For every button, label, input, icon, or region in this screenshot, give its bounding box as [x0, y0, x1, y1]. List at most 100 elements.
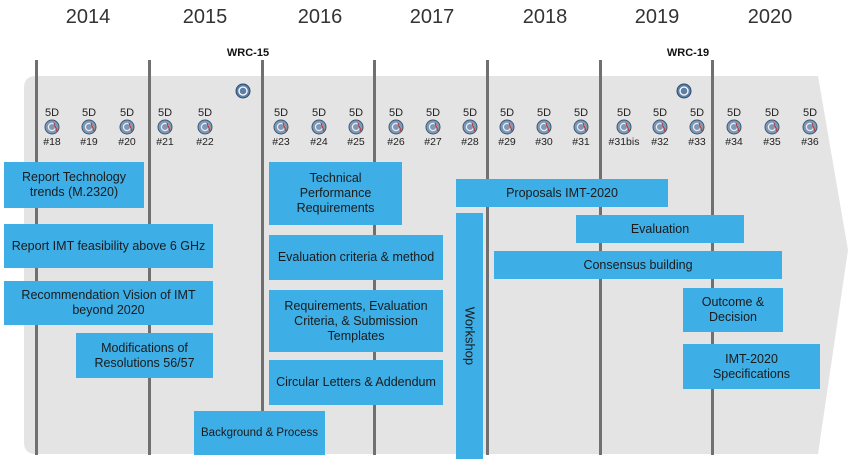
meeting-number: #28	[461, 136, 479, 148]
meeting-number: #27	[424, 136, 442, 148]
meeting-5d: 5D #25	[338, 107, 374, 149]
itu-logo-icon	[81, 119, 97, 135]
meeting-5d: 5D #29	[489, 107, 525, 149]
meeting-5d: 5D #33	[679, 107, 715, 149]
activity-outcome-decision: Outcome & Decision	[683, 288, 783, 332]
meeting-group-label: 5D	[462, 107, 478, 119]
activity-recommendation-vision: Recommendation Vision of IMT beyond 2020	[4, 281, 213, 325]
meeting-5d: 5D #21	[147, 107, 183, 149]
meeting-group-label: 5D	[425, 107, 441, 119]
meeting-5d: 5D #31	[563, 107, 599, 149]
meeting-5d: 5D #27	[415, 107, 451, 149]
itu-logo-icon	[44, 119, 60, 135]
meeting-number: #31bis	[608, 136, 640, 148]
meeting-group-label: 5D	[652, 107, 668, 119]
meeting-number: #23	[272, 136, 290, 148]
meeting-number: #24	[310, 136, 328, 148]
year-2017: 2017	[409, 6, 455, 28]
itu-logo-icon	[652, 119, 668, 135]
year-2020: 2020	[747, 6, 793, 28]
activity-imt-2020-specifications: IMT-2020 Specifications	[683, 344, 820, 389]
year-2018: 2018	[522, 6, 568, 28]
itu-logo-icon	[802, 119, 818, 135]
activity-evaluation-criteria-method: Evaluation criteria & method	[269, 235, 443, 280]
itu-logo-icon	[764, 119, 780, 135]
meeting-group-label: 5D	[157, 107, 173, 119]
meeting-group-label: 5D	[764, 107, 780, 119]
itu-logo-icon	[119, 119, 135, 135]
meeting-number: #36	[801, 136, 819, 148]
meeting-number: #21	[156, 136, 174, 148]
meeting-number: #32	[651, 136, 669, 148]
year-divider	[261, 60, 264, 455]
itu-logo-icon	[425, 119, 441, 135]
meeting-5d: 5D #24	[301, 107, 337, 149]
activity-consensus-building: Consensus building	[494, 251, 782, 279]
meeting-number: #26	[387, 136, 405, 148]
itu-logo-icon	[273, 119, 289, 135]
meeting-5d: 5D #34	[716, 107, 752, 149]
meeting-group-label: 5D	[499, 107, 515, 119]
meeting-number: #18	[43, 136, 61, 148]
itu-logo-icon	[235, 83, 251, 99]
itu-logo-icon	[689, 119, 705, 135]
itu-logo-icon	[462, 119, 478, 135]
activity-requirements-templates: Requirements, Evaluation Criteria, & Sub…	[269, 290, 443, 352]
meeting-number: #25	[347, 136, 365, 148]
itu-logo-icon	[311, 119, 327, 135]
meeting-5d: 5D #19	[71, 107, 107, 149]
meeting-5d: 5D #23	[263, 107, 299, 149]
meeting-number: #20	[118, 136, 136, 148]
activity-modifications-resolutions: Modifications of Resolutions 56/57	[76, 333, 213, 378]
itu-logo-icon	[726, 119, 742, 135]
meeting-5d: 5D #26	[378, 107, 414, 149]
activity-proposals-imt-2020: Proposals IMT-2020	[456, 179, 668, 207]
meeting-5d: 5D #18	[34, 107, 70, 149]
itu-logo-icon	[536, 119, 552, 135]
year-2019: 2019	[634, 6, 680, 28]
wrc-19-label: WRC-19	[666, 47, 710, 59]
meeting-5d: 5D #30	[526, 107, 562, 149]
meeting-5d: 5D #36	[792, 107, 828, 149]
meeting-5d: 5D #35	[754, 107, 790, 149]
itu-logo-icon	[197, 119, 213, 135]
activity-report-technology-trends: Report Technology trends (M.2320)	[4, 162, 144, 208]
meeting-number: #22	[196, 136, 214, 148]
meeting-group-label: 5D	[388, 107, 404, 119]
meeting-group-label: 5D	[311, 107, 327, 119]
year-2015: 2015	[182, 6, 228, 28]
activity-evaluation: Evaluation	[576, 215, 744, 243]
meeting-5d: 5D #31bis	[606, 107, 642, 149]
activity-technical-performance-requirements: Technical Performance Requirements	[269, 162, 402, 225]
meeting-group-label: 5D	[81, 107, 97, 119]
year-2016: 2016	[297, 6, 343, 28]
meeting-number: #35	[763, 136, 781, 148]
workshop-label: Workshop	[462, 306, 477, 366]
year-divider	[486, 60, 489, 455]
meeting-group-label: 5D	[573, 107, 589, 119]
wrc-15-label: WRC-15	[226, 47, 270, 59]
meeting-group-label: 5D	[536, 107, 552, 119]
meeting-5d: 5D #20	[109, 107, 145, 149]
meeting-group-label: 5D	[802, 107, 818, 119]
meeting-number: #31	[572, 136, 590, 148]
year-2014: 2014	[65, 6, 111, 28]
itu-logo-icon	[676, 83, 692, 99]
meeting-group-label: 5D	[348, 107, 364, 119]
meeting-number: #30	[535, 136, 553, 148]
meeting-group-label: 5D	[689, 107, 705, 119]
itu-logo-icon	[348, 119, 364, 135]
meeting-group-label: 5D	[119, 107, 135, 119]
meeting-group-label: 5D	[44, 107, 60, 119]
meeting-group-label: 5D	[197, 107, 213, 119]
activity-workshop: Workshop	[456, 213, 483, 459]
itu-logo-icon	[499, 119, 515, 135]
meeting-group-label: 5D	[616, 107, 632, 119]
meeting-number: #19	[80, 136, 98, 148]
itu-logo-icon	[157, 119, 173, 135]
activity-circular-letters: Circular Letters & Addendum	[269, 360, 443, 405]
meeting-group-label: 5D	[726, 107, 742, 119]
meeting-5d: 5D #28	[452, 107, 488, 149]
meeting-5d: 5D #22	[187, 107, 223, 149]
meeting-group-label: 5D	[273, 107, 289, 119]
